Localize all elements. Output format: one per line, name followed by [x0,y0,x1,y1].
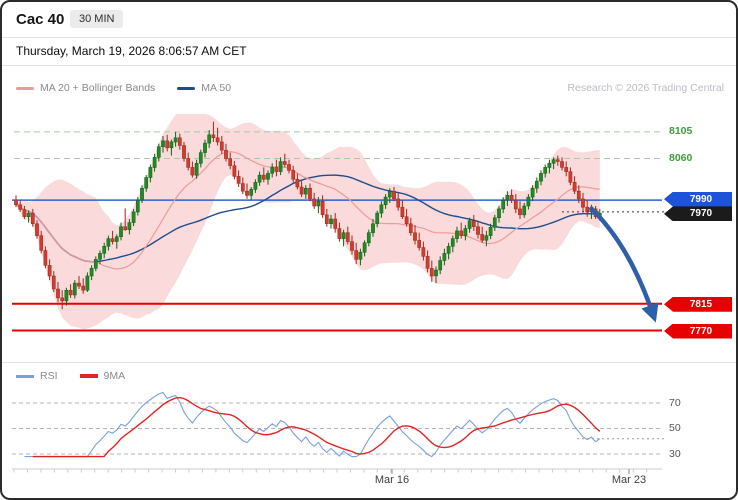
candles [14,121,602,310]
ma20-swatch [16,86,34,90]
price-level-label-8105: 8105 [669,124,693,137]
ma20-line [15,151,600,270]
ma50-line [15,174,600,263]
rsi-level-label-70: 70 [669,396,681,409]
page-title: Cac 40 [16,11,65,28]
price-badge-7990: 7990 [664,191,732,207]
rsi-ma-legend-label: 9MA [103,370,126,382]
price-badge-7815: 7815 [664,296,732,312]
timeframe-badge: 30 MIN [70,10,124,28]
rsi-line [24,391,601,458]
bollinger-band-area [16,114,600,330]
datetime-divider [2,65,736,66]
ma50-swatch [177,86,196,90]
rsi-legend: RSI 9MA [16,370,141,382]
rsi-ma-swatch [79,374,98,378]
price-level-label-8060: 8060 [669,151,693,164]
ma20-legend-label: MA 20 + Bollinger Bands [40,82,156,94]
x-axis-label-mar-16: Mar 16 [374,474,410,486]
overlay-legend: MA 20 + Bollinger Bands MA 50 [16,82,247,94]
header-divider [2,37,736,38]
rsi-swatch [16,374,34,378]
panel-divider [2,362,736,363]
rsi-legend-label: RSI [40,370,58,382]
price-badge-7770: 7770 [664,323,732,339]
chart-datetime: Thursday, March 19, 2026 8:06:57 AM CET [16,44,247,58]
projection-arrow [588,205,659,323]
price-series [14,121,602,310]
rsi-level-label-30: 30 [669,447,681,460]
x-axis-label-mar-23: Mar 23 [611,474,647,486]
rsi-ma-line [32,396,601,458]
rsi-series [24,391,601,458]
rsi-level-label-50: 50 [669,422,681,434]
research-credit: Research © 2026 Trading Central [567,82,724,94]
price-badge-7970: 7970 [664,206,732,222]
ma50-legend-label: MA 50 [201,82,232,94]
